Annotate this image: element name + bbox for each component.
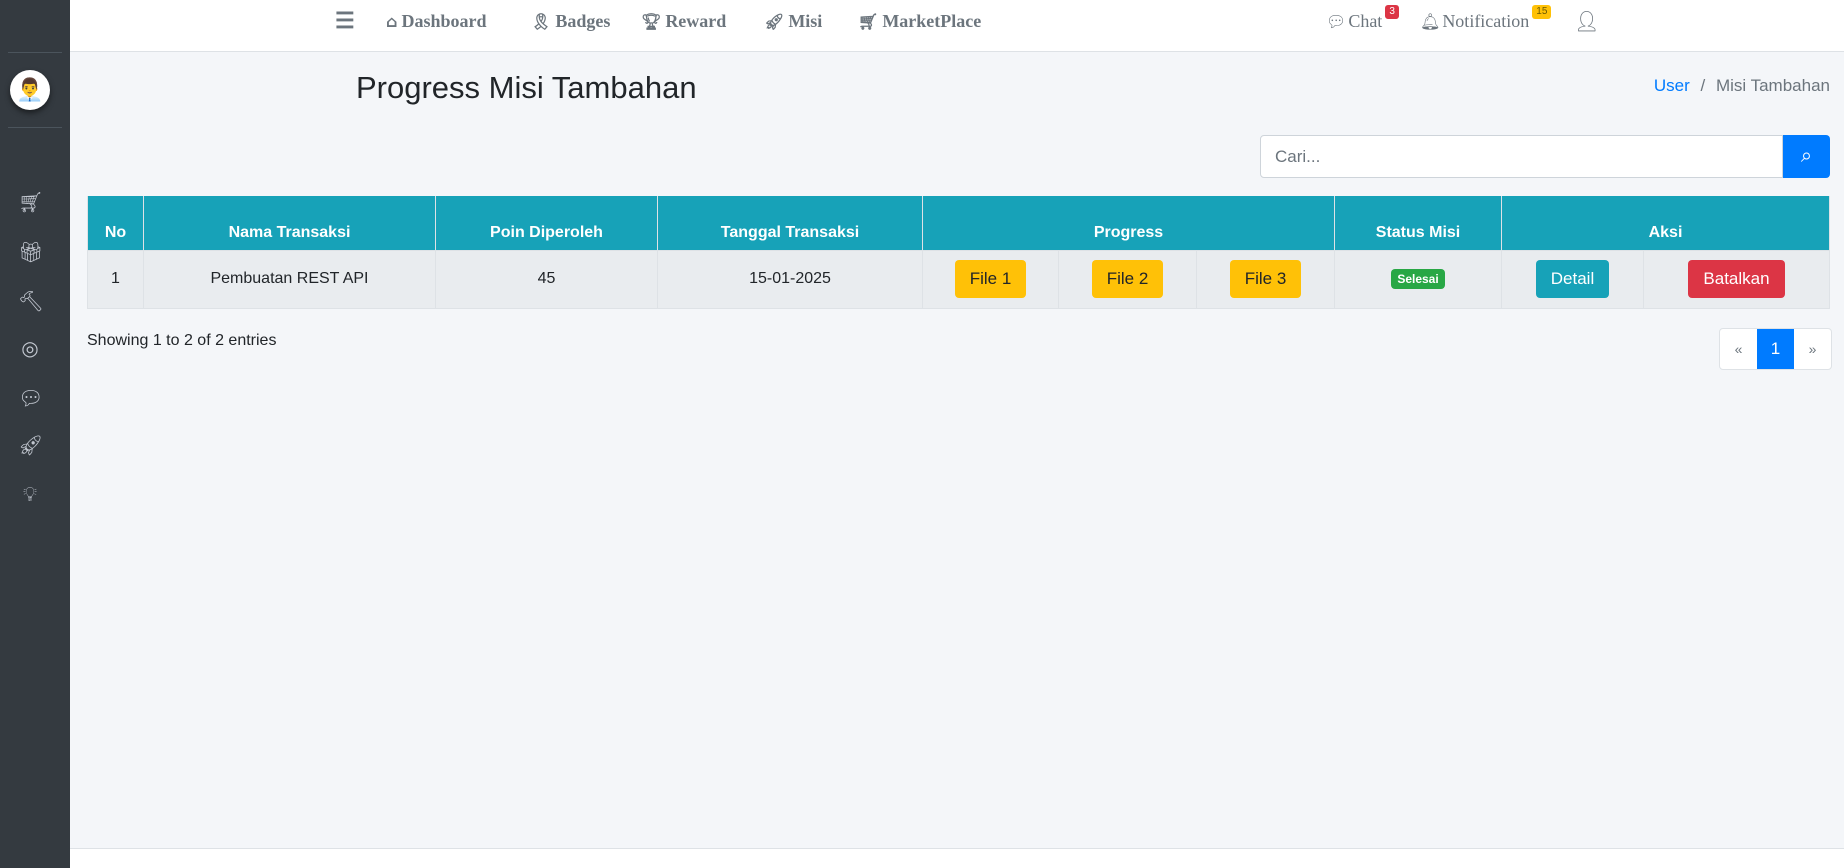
chat-icon: 💬︎ [1326, 11, 1347, 31]
nav-reward[interactable]: 🏆︎ Reward [641, 10, 727, 31]
cell-poin: 45 [435, 249, 658, 309]
bell-icon: 🔔︎ [1420, 11, 1441, 31]
col-progress: Progress [922, 196, 1335, 251]
gavel-icon[interactable]: 🔨︎ [18, 291, 44, 313]
hamburger-menu-icon[interactable]: ☰ [335, 8, 355, 33]
pagination-next[interactable]: » [1808, 341, 1817, 357]
col-status: Status Misi [1334, 196, 1502, 251]
col-no: No [87, 196, 144, 251]
search-icon: ⌕ [1800, 145, 1813, 167]
search-input[interactable] [1260, 135, 1783, 178]
batalkan-button[interactable]: Batalkan [1688, 260, 1785, 298]
page-title: Progress Misi Tambahan [356, 70, 697, 105]
nav-marketplace[interactable]: 🛒︎ MarketPlace [858, 10, 982, 31]
notification-badge: 15 [1532, 5, 1552, 19]
nav-chat[interactable]: 💬︎ Chat 3 [1326, 0, 1399, 42]
col-nama-transaksi: Nama Transaksi [143, 196, 436, 251]
file-1-button[interactable]: File 1 [954, 260, 1027, 298]
mission-table: No Nama Transaksi Poin Diperoleh Tanggal… [87, 196, 1830, 309]
entries-info: Showing 1 to 2 of 2 entries [87, 332, 277, 349]
gift-icon[interactable]: 🎁︎ [18, 242, 44, 264]
comments-icon[interactable]: 💬︎ [18, 388, 44, 410]
nav-misi[interactable]: 🚀︎ Misi [764, 10, 823, 31]
pagination-prev[interactable]: « [1734, 341, 1743, 357]
breadcrumb: User / Misi Tambahan [1654, 76, 1830, 96]
cell-nama: Pembuatan REST API [143, 249, 436, 309]
detail-button[interactable]: Detail [1535, 260, 1610, 298]
trophy-icon: 🏆︎ [641, 11, 662, 31]
pagination-page-1[interactable]: 1 [1757, 329, 1794, 369]
cell-no: 1 [87, 249, 144, 309]
target-icon[interactable]: ◎ [21, 338, 39, 360]
rocket-icon: 🚀︎ [764, 11, 785, 31]
chat-badge: 3 [1385, 5, 1399, 19]
file-2-button[interactable]: File 2 [1091, 260, 1164, 298]
divider [8, 52, 62, 53]
col-poin: Poin Diperoleh [435, 196, 658, 251]
nav-notification[interactable]: 🔔︎ Notification 15 [1420, 0, 1552, 42]
breadcrumb-user[interactable]: User [1653, 76, 1690, 95]
status-badge: Selesai [1391, 269, 1445, 289]
cell-tanggal: 15-01-2025 [657, 249, 923, 309]
sidebar: 👨‍💼 🛒︎ 🎁︎ 🔨︎ ◎ 💬︎ 🚀︎ 💡︎ [0, 0, 70, 868]
nav-badges[interactable]: 🎗︎ Badges [531, 10, 611, 31]
col-aksi: Aksi [1501, 196, 1830, 251]
col-tanggal: Tanggal Transaksi [657, 196, 923, 251]
lightbulb-icon[interactable]: 💡︎ [23, 484, 37, 506]
divider [8, 127, 62, 128]
user-icon[interactable]: 👤︎ [1574, 10, 1600, 33]
footer [70, 848, 1844, 868]
nav-dashboard[interactable]: ⌂ Dashboard [386, 10, 487, 31]
home-icon: ⌂ [386, 11, 398, 31]
breadcrumb-current: Misi Tambahan [1715, 76, 1830, 95]
breadcrumb-separator: / [1700, 76, 1706, 95]
cart-icon[interactable]: 🛒︎ [18, 192, 44, 214]
ribbon-icon: 🎗︎ [531, 11, 552, 31]
avatar[interactable]: 👨‍💼 [10, 70, 50, 110]
table-row: 1 Pembuatan REST API 45 15-01-2025 File … [87, 249, 1830, 309]
file-3-button[interactable]: File 3 [1229, 260, 1302, 298]
cart-plus-icon: 🛒︎ [858, 11, 879, 31]
search-button[interactable]: ⌕ [1783, 135, 1830, 178]
pagination: « 1 » [1719, 328, 1832, 370]
rocket-icon[interactable]: 🚀︎ [18, 435, 44, 457]
